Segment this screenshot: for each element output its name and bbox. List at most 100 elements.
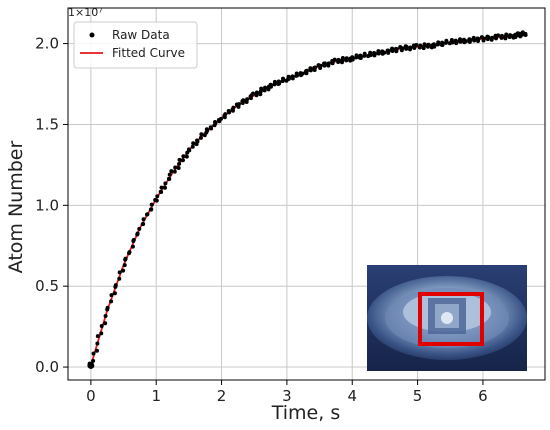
raw-data-point — [332, 57, 337, 62]
raw-data-point — [308, 68, 313, 73]
raw-data-point — [121, 268, 126, 273]
raw-data-point — [523, 31, 528, 36]
raw-data-point — [159, 185, 164, 190]
x-tick-label: 5 — [413, 387, 423, 405]
raw-data-point — [386, 48, 391, 53]
raw-data-point — [508, 33, 513, 38]
ticks: 0 1 2 3 4 5 6 0.0 0.5 1.0 1.5 2.0 — [35, 35, 488, 405]
raw-data-point — [218, 116, 223, 121]
raw-data-point — [227, 110, 232, 115]
raw-data-point — [162, 185, 167, 190]
inset-highlight-box — [418, 292, 484, 346]
raw-data-point — [231, 105, 236, 110]
inset-photo — [367, 265, 527, 371]
raw-data-point — [400, 46, 405, 51]
raw-data-point — [251, 91, 256, 96]
raw-data-point — [358, 55, 363, 60]
raw-data-point — [368, 53, 373, 58]
raw-data-point — [222, 115, 227, 120]
raw-data-point — [468, 37, 473, 42]
raw-data-point — [454, 41, 459, 46]
raw-data-point — [318, 63, 323, 68]
raw-data-point — [504, 32, 509, 37]
raw-data-point — [414, 43, 419, 48]
raw-data-point — [123, 256, 128, 261]
raw-data-point — [172, 169, 177, 174]
raw-data-point — [458, 39, 463, 44]
raw-data-point — [472, 38, 477, 43]
y-tick-label: 2.0 — [35, 35, 59, 53]
raw-data-point — [426, 42, 431, 47]
raw-data-point — [122, 263, 127, 268]
raw-data-point — [113, 283, 118, 288]
raw-data-point — [382, 50, 387, 55]
raw-data-point — [372, 53, 377, 58]
raw-data-point — [103, 313, 108, 318]
y-axis-label: Atom Number — [5, 141, 27, 274]
raw-data-point — [490, 35, 495, 40]
raw-data-point — [290, 76, 295, 81]
raw-data-point — [109, 299, 114, 304]
legend-raw-data-label: Raw Data — [112, 28, 170, 42]
y-tick-label: 1.0 — [35, 196, 59, 214]
raw-data-point — [432, 44, 437, 49]
raw-data-layer — [87, 30, 528, 369]
raw-data-point — [176, 165, 181, 170]
raw-data-point — [322, 61, 327, 66]
raw-data-point — [336, 57, 341, 62]
raw-data-point — [177, 157, 182, 162]
raw-data-point — [154, 198, 159, 203]
raw-data-point — [223, 112, 228, 117]
raw-data-point — [167, 172, 172, 177]
raw-data-point — [300, 71, 305, 76]
raw-data-point — [169, 169, 174, 174]
raw-data-point — [376, 51, 381, 56]
x-axis-label: Time, s — [271, 402, 340, 424]
raw-data-point — [103, 321, 108, 326]
raw-data-point — [141, 221, 146, 226]
raw-data-point — [286, 76, 291, 81]
raw-data-point — [440, 43, 445, 48]
raw-data-point — [394, 47, 399, 52]
raw-data-point — [259, 86, 264, 91]
raw-data-point — [304, 68, 309, 73]
y-tick-label: 1.5 — [35, 115, 59, 133]
raw-data-point — [137, 226, 142, 231]
raw-data-point — [145, 212, 150, 217]
raw-data-point — [117, 276, 122, 281]
raw-data-point — [340, 55, 345, 60]
raw-data-point — [518, 34, 523, 39]
raw-data-point — [254, 90, 259, 95]
raw-data-point — [131, 238, 136, 243]
raw-data-point — [95, 334, 100, 339]
raw-data-point — [263, 85, 268, 90]
raw-data-point — [181, 154, 186, 159]
legend: Raw Data Fitted Curve — [73, 21, 198, 69]
raw-data-point — [418, 43, 423, 48]
raw-data-point — [135, 231, 140, 236]
raw-data-point — [272, 79, 277, 84]
raw-data-point — [195, 139, 200, 144]
raw-data-point — [149, 202, 154, 207]
raw-data-point — [130, 244, 135, 249]
raw-data-point — [496, 33, 501, 38]
raw-data-point — [513, 35, 518, 40]
raw-data-point — [149, 207, 154, 212]
raw-data-point — [155, 194, 160, 199]
raw-data-point — [105, 305, 110, 310]
raw-data-point — [350, 57, 355, 62]
raw-data-point — [187, 148, 192, 153]
plot-frame — [67, 7, 546, 381]
raw-data-point — [436, 40, 441, 45]
raw-data-point — [422, 42, 427, 47]
raw-data-point — [236, 102, 241, 107]
raw-data-point — [463, 39, 468, 44]
raw-data-point — [159, 189, 164, 194]
raw-data-point — [141, 217, 146, 222]
raw-data-point — [109, 293, 114, 298]
raw-data-point — [198, 135, 203, 140]
raw-data-point — [444, 38, 449, 43]
raw-data-point — [127, 250, 132, 255]
y-tick-label: 0.0 — [35, 358, 59, 376]
